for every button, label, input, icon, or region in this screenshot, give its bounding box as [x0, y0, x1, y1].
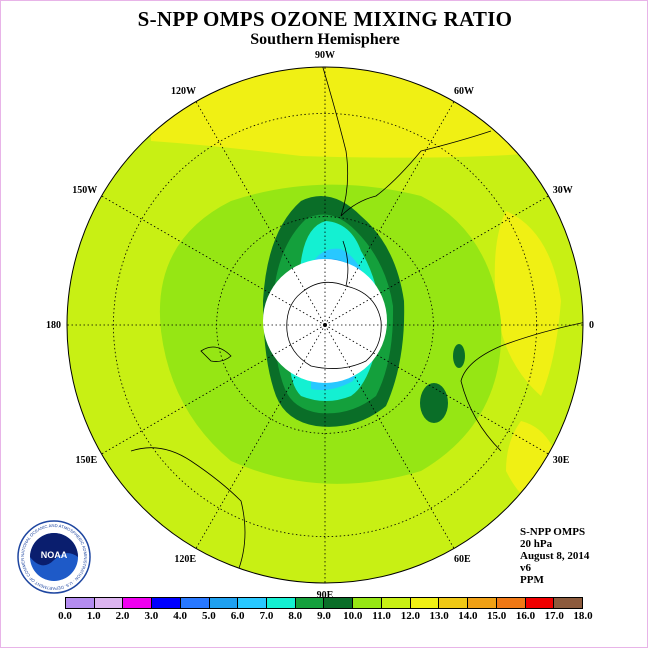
info-units: PPM [520, 574, 544, 586]
colorbar-segment [381, 598, 411, 608]
latitude-circle [216, 216, 434, 434]
info-block: S-NPP OMPS 20 hPa August 8, 2014 v6 PPM [520, 526, 589, 586]
colorbar-tick-label: 0.0 [58, 610, 72, 622]
colorbar-segment [324, 598, 354, 608]
info-version: v6 [520, 562, 531, 574]
colorbar-tick-label: 13.0 [429, 610, 449, 622]
colorbar-segment [439, 598, 469, 608]
meridian-line [101, 195, 326, 326]
logo-bird [30, 533, 78, 566]
colorbar-tick-label: 16.0 [515, 610, 536, 622]
meridian-line [324, 324, 549, 455]
colorbar-tick-label: 18.0 [573, 610, 593, 622]
info-instrument: S-NPP OMPS [520, 526, 586, 538]
colorbar [65, 597, 583, 609]
south-pole-marker [323, 323, 327, 327]
colorbar-segment [238, 598, 268, 608]
colorbar-segment [94, 598, 124, 608]
colorbar-tick-label: 3.0 [144, 610, 159, 622]
field-yellow-north [151, 67, 561, 158]
colorbar-tick-label: 1.0 [86, 610, 101, 622]
colorbar-segment [468, 598, 497, 608]
meridian-line [324, 101, 455, 326]
meridian-line [101, 324, 326, 455]
page-subtitle: Southern Hemisphere [250, 31, 400, 48]
south-america-outline [320, 67, 492, 217]
longitude-label: 30E [553, 455, 570, 466]
colorbar-tick-label: 5.0 [202, 610, 216, 622]
longitude-label: 120W [171, 86, 196, 97]
colorbar-tick-label: 12.0 [400, 610, 420, 622]
colorbar-tick-label: 15.0 [487, 610, 507, 622]
meridian-line [195, 324, 326, 549]
colorbar-tick-label: 2.0 [115, 610, 130, 622]
longitude-label: 180 [46, 320, 61, 331]
colorbar-tick-label: 17.0 [544, 610, 564, 622]
longitude-label: 120E [174, 554, 196, 565]
meridian-line [324, 324, 455, 549]
colorbar-tick-label: 4.0 [173, 610, 187, 622]
field-patch-east [420, 383, 448, 423]
colorbar-segment [152, 598, 181, 608]
colorbar-segment [267, 598, 296, 608]
antarctic-peninsula [342, 240, 349, 287]
colorbar-tick-label: 10.0 [343, 610, 363, 622]
longitude-label: 30W [553, 185, 573, 196]
colorbar-segment [180, 598, 210, 608]
meridian-line [324, 195, 549, 326]
colorbar-segment [554, 598, 582, 608]
page-title: S-NPP OMPS OZONE MIXING RATIO [137, 7, 513, 31]
field-yellow-east [494, 211, 561, 396]
longitude-label: 60W [454, 86, 474, 97]
colorbar-tick-label: 6.0 [230, 610, 245, 622]
longitude-label: 90W [315, 50, 335, 61]
colorbar-tick-label: 11.0 [372, 610, 391, 622]
colorbar-segment [209, 598, 239, 608]
colorbar-tick-label: 8.0 [288, 610, 303, 622]
colorbar-tick-label: 7.0 [259, 610, 274, 622]
colorbar-segment [66, 598, 95, 608]
graticule [67, 67, 583, 583]
colorbar-segment [353, 598, 382, 608]
colorbar-segment [410, 598, 440, 608]
africa-outline [460, 320, 583, 452]
colorbar-segment [496, 598, 526, 608]
longitude-label: 60E [454, 554, 471, 565]
colorbar-segment [525, 598, 555, 608]
noaa-logo: NATIONAL OCEANIC AND ATMOSPHERIC ADMINIS… [17, 520, 91, 594]
colorbar-tick-label: 14.0 [458, 610, 478, 622]
info-level: 20 hPa [520, 538, 553, 550]
longitude-label: 150W [72, 185, 97, 196]
new-zealand-outline [200, 346, 232, 362]
longitude-label: 150E [76, 455, 98, 466]
longitude-labels: 90W 60W 30W 0 30E 60E 90E 120E 150E 180 150W 120W [46, 50, 594, 601]
colorbar-tick-label: 9.0 [317, 610, 331, 622]
latitude-circle [113, 113, 537, 537]
field-patch-east-small [453, 344, 465, 368]
longitude-label: 0 [589, 320, 594, 331]
map-boundary [66, 66, 584, 584]
longitude-label: 90E [317, 590, 334, 601]
colorbar-ticks: 0.0 1.0 2.0 3.0 4.0 5.0 6.0 7.0 8.0 9.0 10.0 11.0 12… [58, 610, 593, 624]
colorbar-segment [295, 598, 325, 608]
info-date: August 8, 2014 [520, 550, 590, 562]
logo-text: NOAA [41, 550, 68, 560]
colorbar-segment [123, 598, 153, 608]
meridian-line [195, 101, 326, 326]
